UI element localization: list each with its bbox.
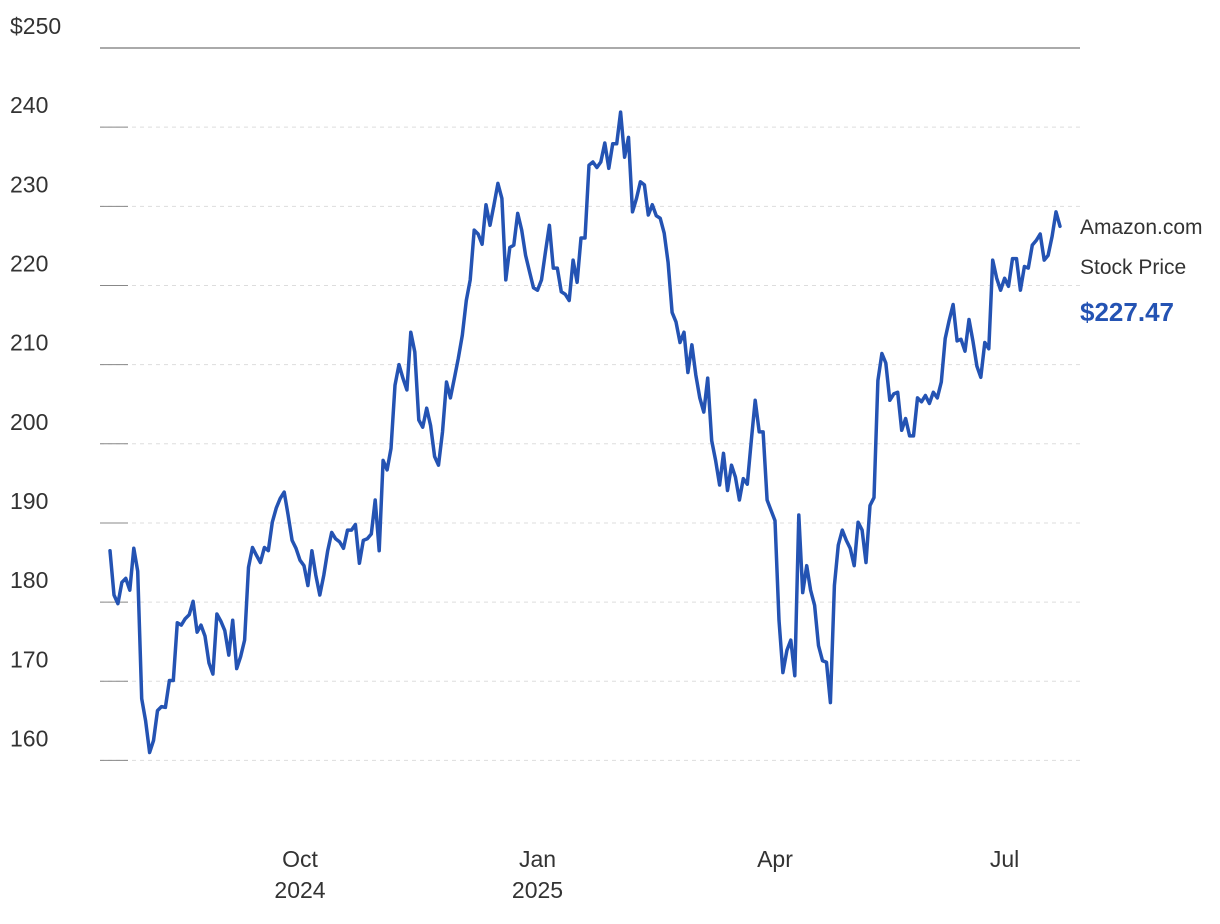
y-tick-label: 240 — [10, 92, 48, 118]
y-tick-label: 210 — [10, 330, 48, 356]
y-tick-label: 200 — [10, 409, 48, 435]
legend-label: Amazon.com Stock Price — [1080, 216, 1203, 279]
y-tick-label: 170 — [10, 646, 48, 672]
y-tick-label: 180 — [10, 567, 48, 593]
y-tick-label: 190 — [10, 488, 48, 514]
y-tick-label: 230 — [10, 171, 48, 197]
y-tick-label: 220 — [10, 251, 48, 277]
value-label: $227.47 — [1080, 297, 1174, 327]
price-line — [108, 110, 1062, 755]
y-tick-label: $250 — [10, 13, 61, 39]
x-tick-label: Apr — [757, 846, 793, 872]
x-tick-label: Jan 2025 — [511, 846, 564, 903]
x-tick-label: Oct 2024 — [274, 846, 326, 903]
y-tick-label: 160 — [10, 725, 48, 751]
x-tick-label: Jul — [989, 846, 1020, 872]
